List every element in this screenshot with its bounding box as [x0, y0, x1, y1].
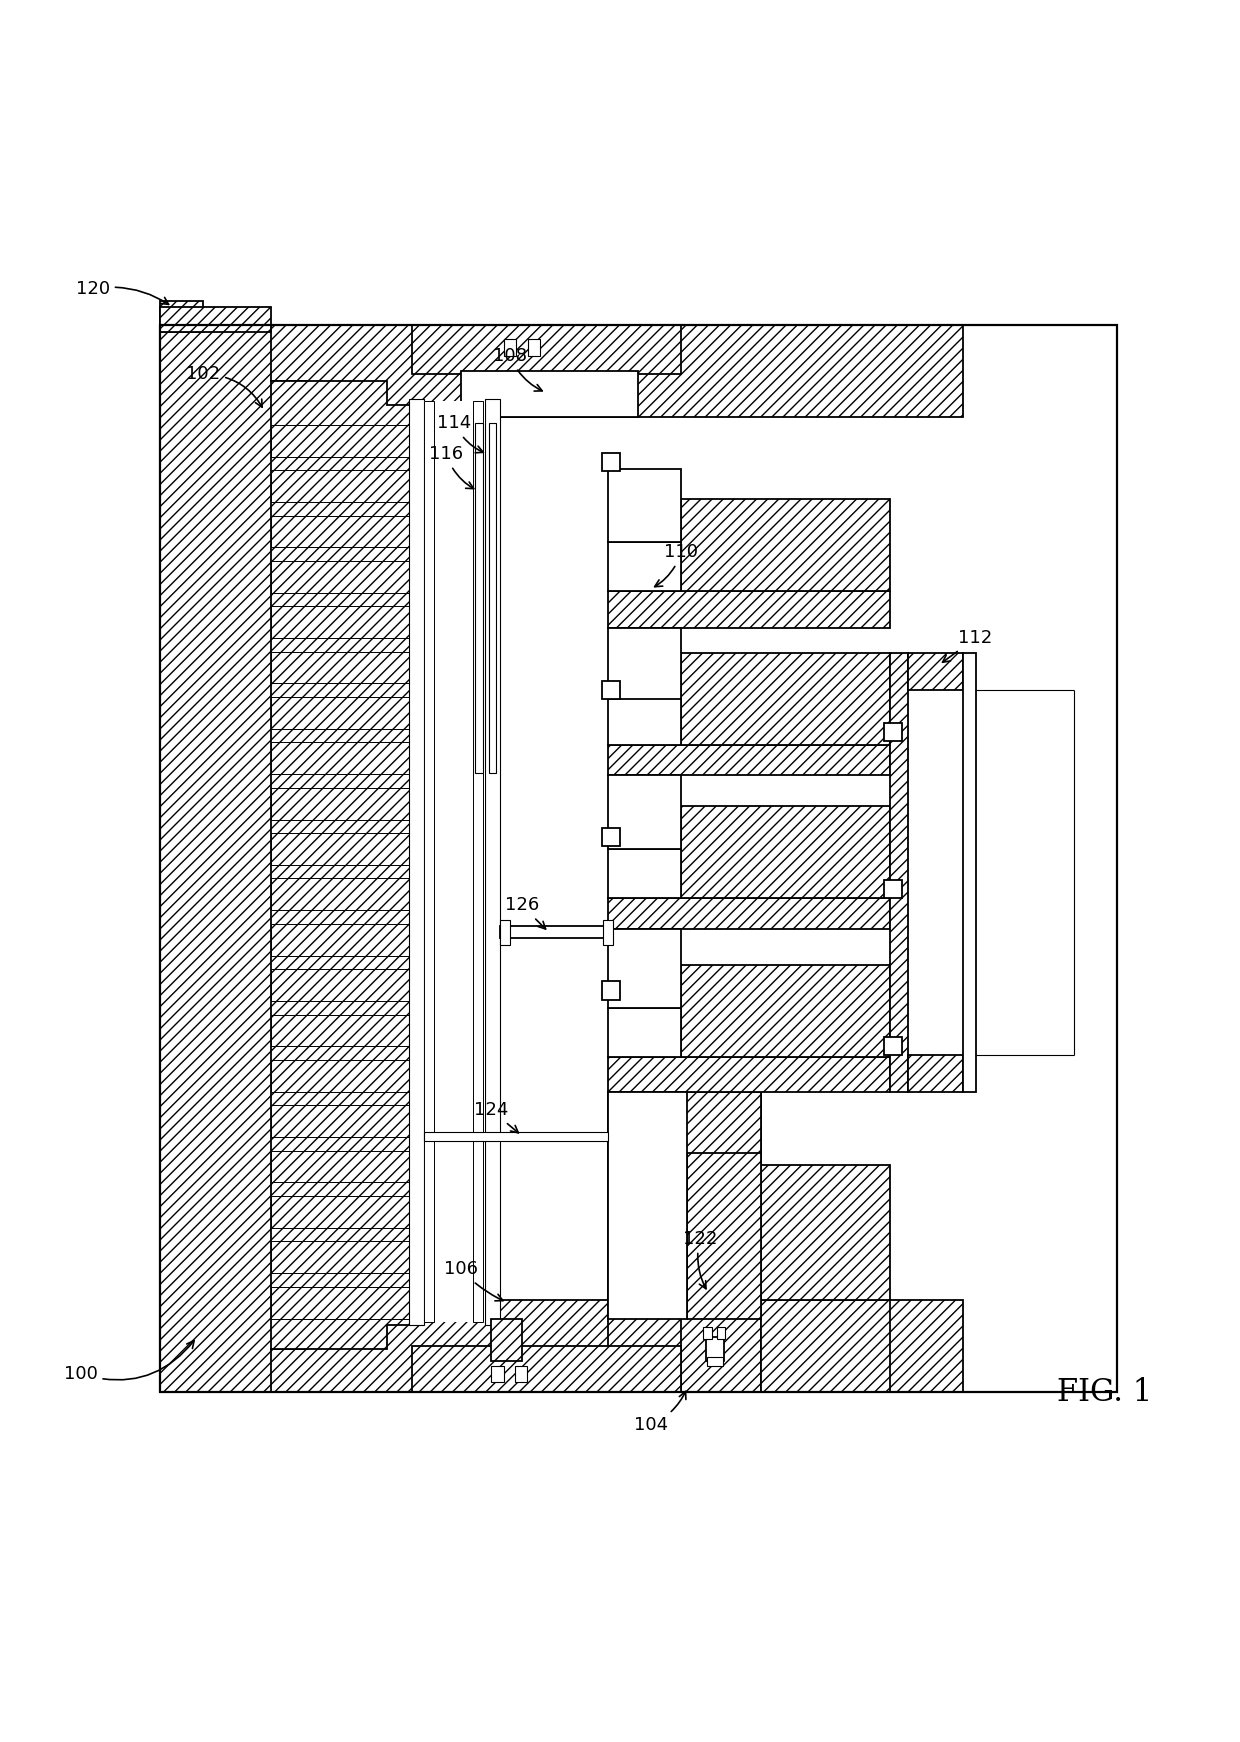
Bar	[270, 516, 412, 547]
Bar	[884, 723, 901, 740]
Text: 102: 102	[186, 366, 262, 408]
Bar	[270, 1059, 412, 1092]
Bar	[485, 399, 500, 1324]
Bar	[681, 1092, 761, 1392]
Bar	[270, 1106, 412, 1138]
Bar	[681, 653, 890, 746]
Bar	[270, 1287, 412, 1319]
Bar	[270, 425, 412, 456]
Bar	[681, 807, 890, 897]
Bar	[160, 1300, 963, 1392]
Text: 104: 104	[634, 1392, 686, 1434]
Polygon shape	[270, 380, 412, 1350]
Bar	[608, 542, 681, 592]
Text: 110: 110	[655, 544, 698, 587]
Bar	[270, 878, 412, 911]
Bar	[500, 920, 510, 944]
Bar	[608, 1009, 681, 1057]
Bar	[884, 1036, 901, 1056]
Bar	[890, 653, 908, 1092]
Text: 108: 108	[492, 347, 542, 390]
Text: 122: 122	[682, 1230, 717, 1289]
Bar	[270, 969, 412, 1002]
Bar	[603, 920, 613, 944]
Text: 114: 114	[438, 415, 484, 453]
Bar	[608, 775, 681, 848]
Bar	[460, 371, 639, 418]
Bar	[706, 1336, 724, 1362]
Bar	[608, 897, 890, 928]
Bar	[489, 423, 496, 773]
Bar	[687, 1153, 761, 1319]
Bar	[703, 1327, 712, 1340]
Bar	[608, 1092, 687, 1319]
Bar	[491, 1366, 503, 1383]
Bar	[500, 927, 610, 939]
Text: 116: 116	[429, 446, 474, 490]
Bar	[270, 923, 412, 956]
Polygon shape	[160, 301, 203, 331]
Bar	[424, 401, 485, 1322]
Bar	[270, 652, 412, 683]
Bar	[515, 1366, 527, 1383]
Bar	[270, 606, 412, 638]
Bar	[608, 629, 681, 699]
Text: 126: 126	[505, 897, 546, 928]
Bar	[608, 1057, 890, 1092]
Bar	[160, 326, 963, 418]
Bar	[717, 1327, 725, 1340]
Bar	[491, 1319, 522, 1362]
Text: 106: 106	[444, 1261, 503, 1301]
Bar	[963, 653, 976, 1092]
Bar	[160, 326, 1116, 1392]
Bar	[270, 1014, 412, 1047]
Bar	[409, 399, 424, 1324]
Text: FIG. 1: FIG. 1	[1056, 1376, 1152, 1408]
Bar	[528, 340, 541, 355]
Bar	[761, 1165, 890, 1300]
Bar	[608, 699, 681, 746]
Bar	[475, 423, 482, 773]
Bar	[608, 848, 681, 897]
Bar	[270, 697, 412, 728]
Bar	[681, 500, 890, 592]
Bar	[681, 965, 890, 1057]
Bar	[472, 401, 482, 1322]
Text: 112: 112	[942, 629, 993, 662]
Bar	[424, 401, 434, 1322]
Text: 100: 100	[63, 1341, 195, 1383]
Bar	[608, 592, 890, 629]
Bar	[503, 340, 516, 355]
Bar	[412, 1345, 681, 1392]
Bar	[601, 453, 620, 472]
Polygon shape	[160, 307, 270, 331]
Bar	[270, 1197, 412, 1228]
Bar	[884, 880, 901, 897]
Bar	[270, 833, 412, 864]
Bar	[270, 742, 412, 773]
Bar	[608, 928, 681, 1009]
Polygon shape	[160, 326, 308, 1392]
Bar	[270, 1242, 412, 1273]
Bar	[270, 787, 412, 819]
Bar	[270, 470, 412, 502]
Bar	[707, 1357, 723, 1366]
Bar	[761, 1300, 890, 1392]
Bar	[908, 653, 963, 690]
Text: 120: 120	[76, 280, 169, 305]
Bar	[608, 1092, 761, 1392]
Bar	[601, 681, 620, 699]
Bar	[601, 981, 620, 1000]
Bar	[908, 1056, 963, 1092]
Bar	[424, 1132, 608, 1141]
Text: 124: 124	[474, 1101, 518, 1132]
Bar	[412, 326, 681, 375]
Bar	[608, 469, 681, 542]
Bar	[608, 746, 890, 775]
Bar	[601, 827, 620, 847]
Bar	[270, 561, 412, 592]
Bar	[270, 1151, 412, 1183]
